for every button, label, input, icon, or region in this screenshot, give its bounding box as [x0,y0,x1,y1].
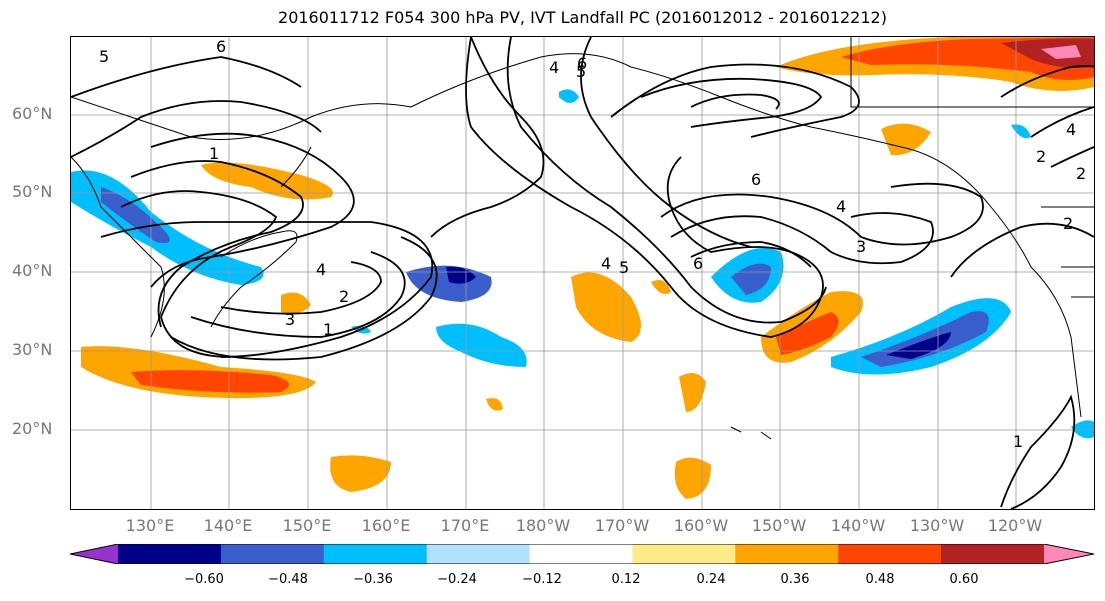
colorbar-tick-label: −0.36 [353,572,393,587]
lon-label-160e: 160°E [361,516,411,535]
contour-label: 1 [323,320,333,339]
anomaly-patch [731,263,771,295]
anomaly-patch [1071,420,1094,439]
lat-label-60n: 60°N [12,104,53,123]
colorbar-tick-label: 0.60 [949,572,979,587]
contour-label: 1 [1013,432,1023,451]
contour-label: 4 [601,254,611,273]
graticule [71,37,1094,509]
map-canvas: 5 6 1 4 6 5 4 2 3 1 5 4 6 6 4 3 2 4 2 2 … [71,37,1094,509]
colorbar-bin [220,544,325,564]
lon-label-150e: 150°E [282,516,332,535]
contour-label: 3 [285,310,295,329]
colorbar-bin [735,544,839,564]
anomaly-patch [559,89,579,103]
contour-label: 4 [549,58,559,77]
contour-label: 2 [1036,147,1046,166]
pv-contours [71,37,1094,509]
lat-label-40n: 40°N [12,261,53,280]
contour-label: 6 [693,254,703,273]
contour-label: 5 [576,62,586,81]
anomaly-patch [71,170,264,285]
colorbar-bin [1044,544,1094,564]
colorbar-bin [323,544,428,564]
contour-label: 6 [577,54,587,73]
anomaly-patch [881,123,931,156]
colorbar-bin [70,544,118,564]
anomaly-patch [651,279,671,295]
colorbar-tick-label: 0.12 [611,572,641,587]
colorbar-tick-label: −0.24 [437,572,477,587]
lon-label-120w: 120°W [987,516,1043,535]
anomaly-patch [330,455,391,492]
anomaly-patch [446,266,476,284]
anomaly-patch [281,292,311,314]
lat-label-50n: 50°N [12,182,53,201]
lon-label-130w: 130°W [909,516,965,535]
colorbar-tick-label: −0.48 [268,572,308,587]
colorbar-bin [632,544,736,564]
colorbar-tick-label: 0.36 [780,572,810,587]
lon-label-170w: 170°W [594,516,650,535]
contour-label: 1 [209,144,219,163]
colorbar-tick-label: −0.12 [522,572,562,587]
anomaly-patch [674,457,711,499]
contour-label: 4 [1066,120,1076,139]
colorbar-bin [941,544,1045,564]
lat-label-30n: 30°N [12,340,53,359]
contour-label: 6 [216,37,226,56]
positive-anomaly-shading [81,37,1094,499]
colorbar-tick-label: 0.24 [696,572,726,587]
contour-label: 4 [836,197,846,216]
anomaly-patch [776,312,839,355]
anomaly-patch [679,373,706,412]
anomaly-patch [886,332,951,359]
lat-label-20n: 20°N [12,419,53,438]
contour-label: 5 [99,47,109,66]
anomaly-patch [571,272,641,342]
colorbar-bin [529,544,633,564]
colorbar-bin [426,544,531,564]
lon-label-180w: 180°W [515,516,571,535]
anomaly-patch [1011,124,1031,139]
anomaly-patch [101,187,170,243]
contour-label: 2 [1076,164,1086,183]
contour-label: 5 [619,258,629,277]
anomaly-patch [486,398,503,411]
contour-label: 2 [339,287,349,306]
colorbar-bin [118,544,222,564]
lon-label-150w: 150°W [751,516,807,535]
lon-label-140w: 140°W [830,516,886,535]
contour-label-group: 5 6 1 4 6 5 4 2 3 1 5 4 6 6 4 3 2 4 2 2 … [99,37,1086,451]
anomaly-patch [131,370,289,393]
lon-label-160w: 160°W [673,516,729,535]
contour-label: 6 [751,170,761,189]
contour-label: 2 [1063,214,1073,233]
anomaly-patch [201,162,333,200]
contour-label: 3 [856,237,866,256]
colorbar-tick-label: 0.48 [865,572,895,587]
anomaly-patch [1041,45,1081,59]
map-title: 2016011712 F054 300 hPa PV, IVT Landfall… [278,8,887,27]
lon-label-140e: 140°E [203,516,253,535]
lon-label-130e: 130°E [125,516,175,535]
lon-label-170e: 170°E [440,516,490,535]
map-panel: 5 6 1 4 6 5 4 2 3 1 5 4 6 6 4 3 2 4 2 2 … [70,36,1095,510]
colorbar-bin [838,544,942,564]
colorbar-tick-label: −0.60 [184,572,224,587]
anomaly-patch [436,323,527,367]
contour-label: 4 [316,260,326,279]
colorbar [70,544,1094,564]
